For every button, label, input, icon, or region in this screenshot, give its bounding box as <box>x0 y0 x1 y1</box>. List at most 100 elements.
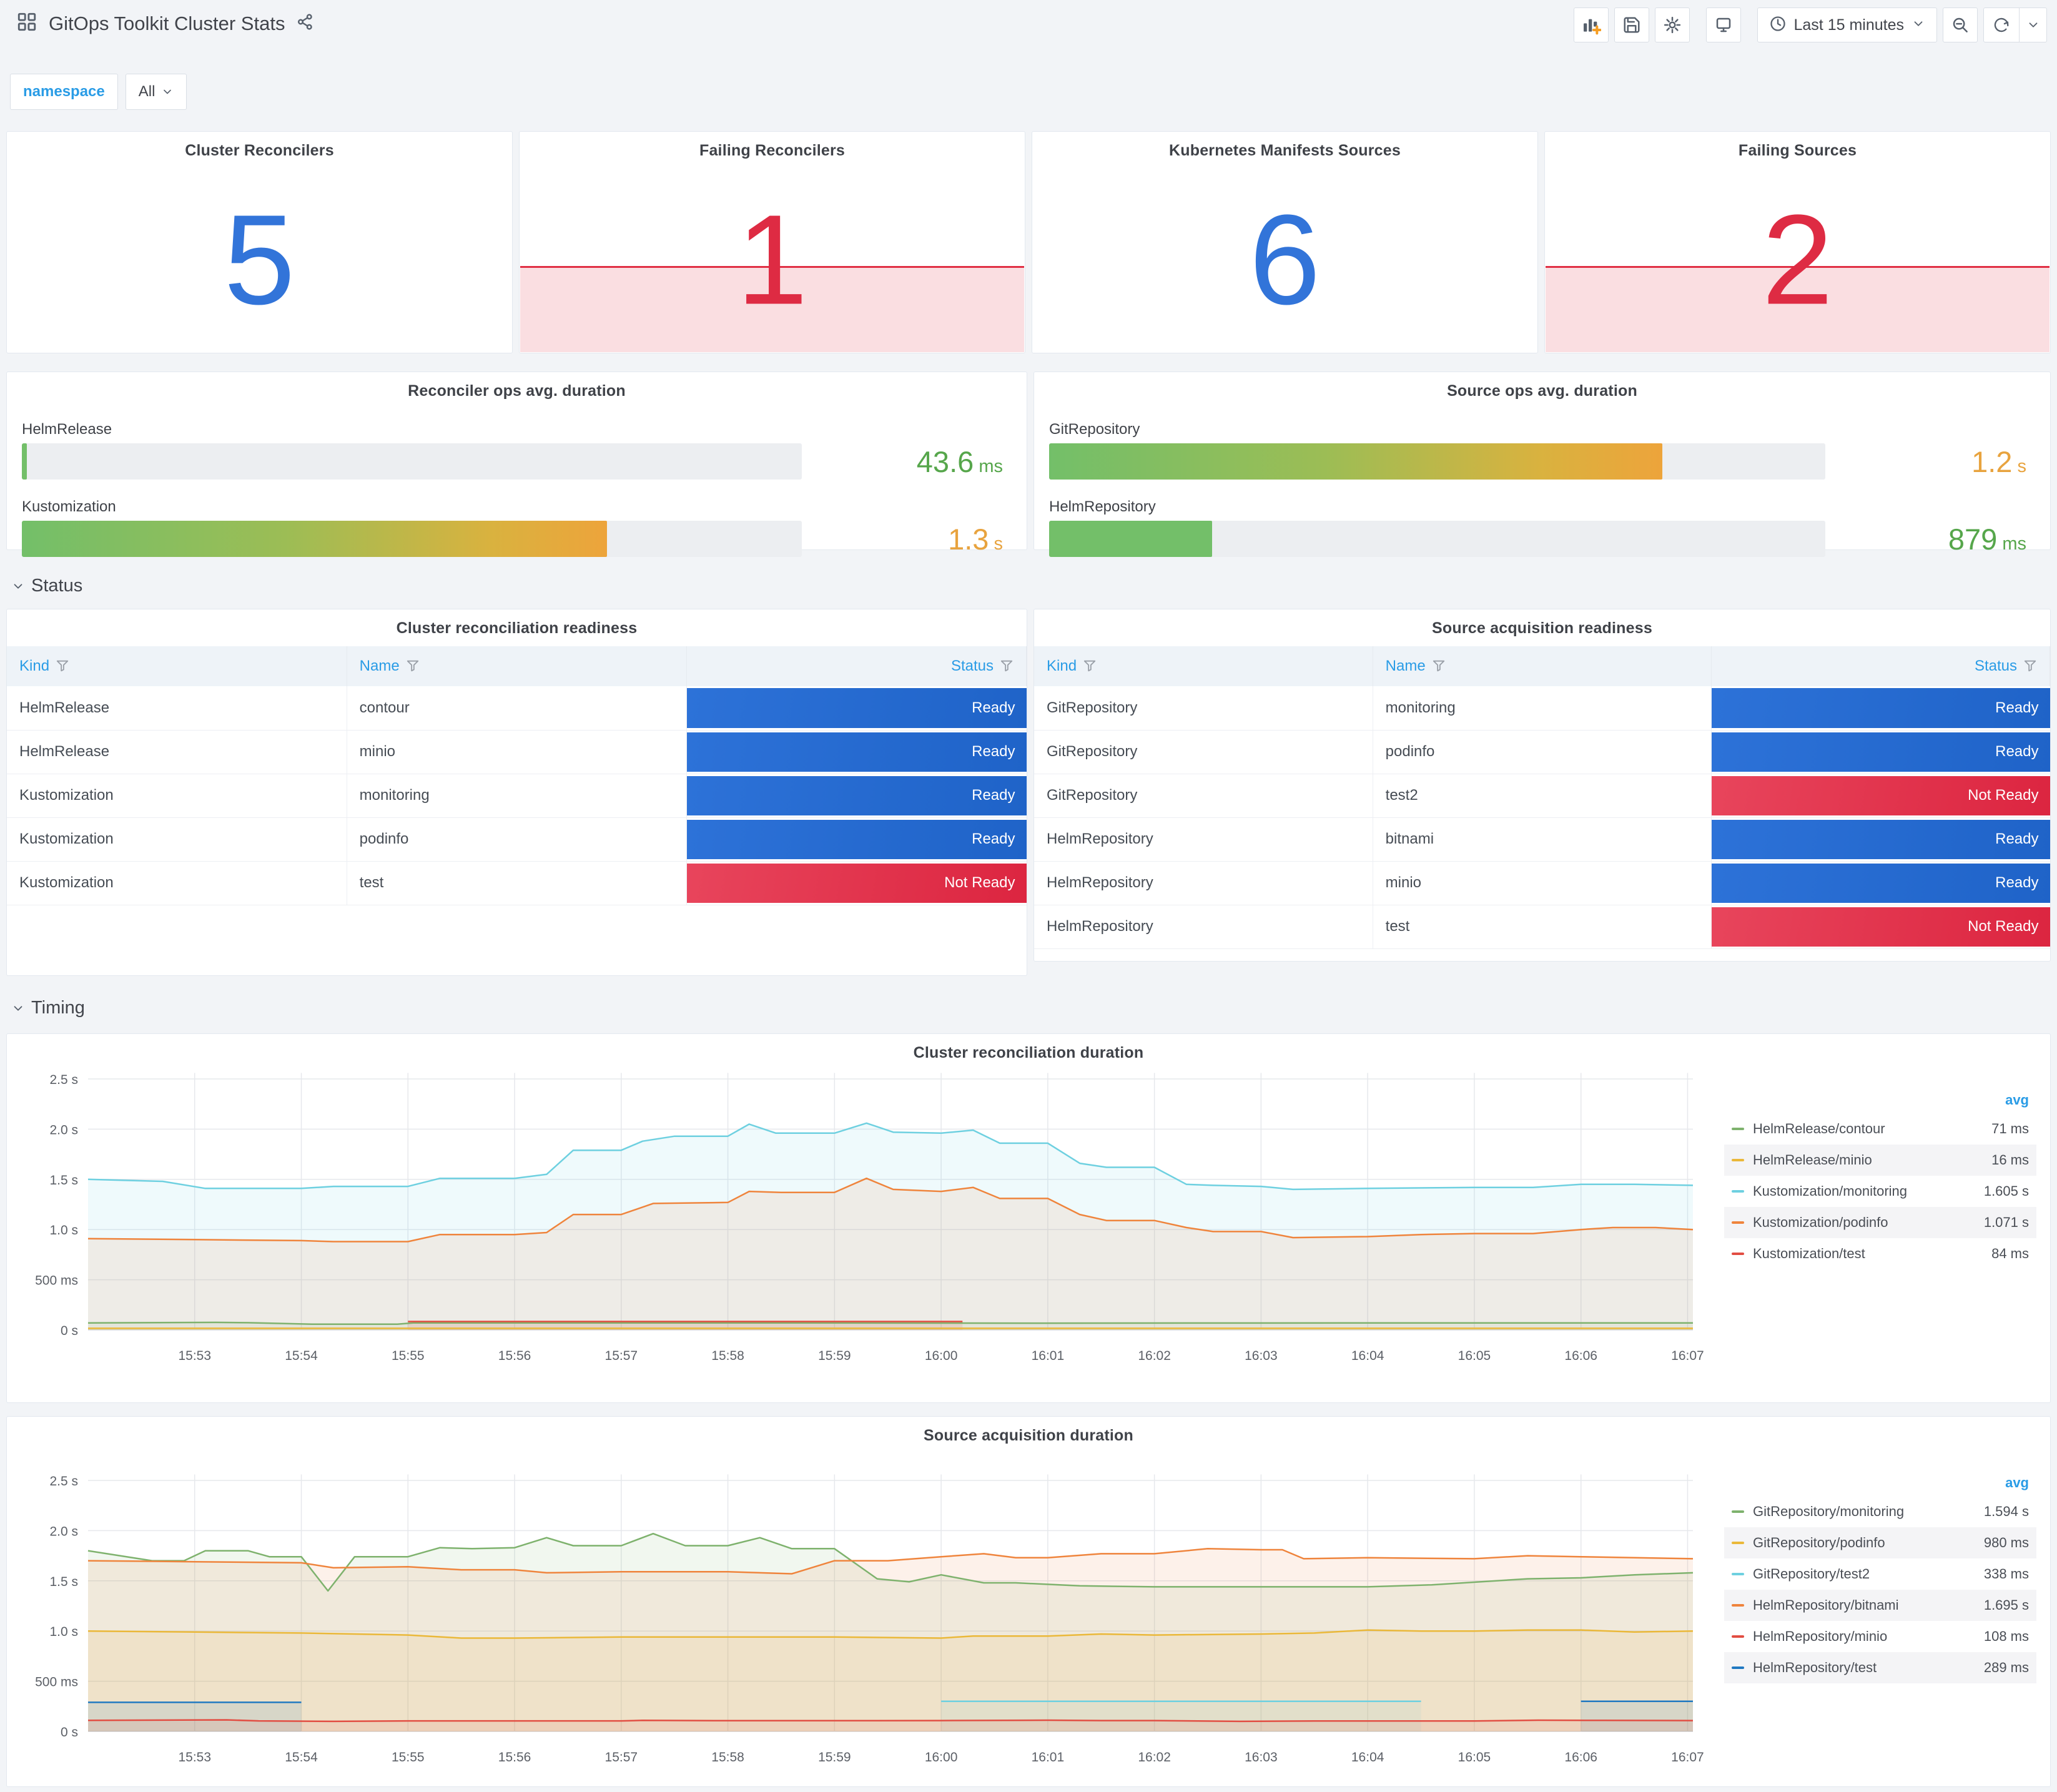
table-cell-status: Ready <box>1711 817 2050 862</box>
svg-text:1.5 s: 1.5 s <box>49 1173 78 1188</box>
table-panel-title: Cluster reconciliation readiness <box>396 619 638 637</box>
dashboard-title: GitOps Toolkit Cluster Stats <box>49 12 285 34</box>
legend-item[interactable]: HelmRepository/minio 108 ms <box>1724 1621 2036 1652</box>
legend-series-swatch <box>1732 1128 1744 1130</box>
share-icon[interactable] <box>296 12 315 34</box>
variable-namespace-label[interactable]: namespace <box>10 74 118 110</box>
table-cell-status: Ready <box>686 817 1027 862</box>
time-range-picker[interactable]: Last 15 minutes <box>1757 7 1937 42</box>
table-cell-kind: HelmRepository <box>1034 861 1373 905</box>
svg-text:16:04: 16:04 <box>1351 1349 1384 1363</box>
table-header-name[interactable]: Name <box>1373 646 1712 686</box>
svg-text:15:59: 15:59 <box>818 1750 851 1765</box>
table-header-kind[interactable]: Kind <box>1034 646 1373 686</box>
table-header-status[interactable]: Status <box>1711 646 2050 686</box>
table-row: Kustomization test Not Ready <box>7 861 1027 905</box>
table-header-name[interactable]: Name <box>347 646 687 686</box>
legend-item[interactable]: HelmRelease/contour 71 ms <box>1724 1113 2036 1145</box>
svg-text:16:05: 16:05 <box>1458 1349 1491 1363</box>
legend-item[interactable]: Kustomization/podinfo 1.071 s <box>1724 1207 2036 1238</box>
add-panel-button[interactable] <box>1573 7 1609 42</box>
table-cell-status: Not Ready <box>686 861 1027 905</box>
gauge-fill <box>1049 521 1213 557</box>
table-header-status[interactable]: Status <box>686 646 1027 686</box>
table-row: HelmRelease minio Ready <box>7 730 1027 774</box>
chart-plot-area[interactable]: 0 s 500 ms 1.0 s 1.5 s 2.0 s 2.5 s 15:53 15:54 1… <box>7 1060 1718 1372</box>
bargauge-panel: Reconciler ops avg. duration HelmRelease 4… <box>6 372 1027 557</box>
legend-series-avg: 1.695 s <box>1983 1597 2029 1613</box>
svg-text:16:07: 16:07 <box>1671 1750 1704 1765</box>
table-cell-kind: HelmRepository <box>1034 905 1373 949</box>
row-toggle-timing[interactable]: Timing <box>11 998 85 1018</box>
table-row: GitRepository monitoring Ready <box>1034 686 2050 731</box>
legend-series-swatch <box>1732 1510 1744 1513</box>
legend-series-avg: 1.605 s <box>1983 1183 2029 1199</box>
row-toggle-status[interactable]: Status <box>11 576 82 596</box>
legend-series-swatch <box>1732 1573 1744 1575</box>
save-dashboard-button[interactable] <box>1614 7 1649 42</box>
table-row: HelmRepository test Not Ready <box>1034 905 2050 949</box>
legend-item[interactable]: Kustomization/test 84 ms <box>1724 1238 2036 1269</box>
bargauge-panel-title: Source ops avg. duration <box>1447 382 1637 400</box>
bargauge-panel-title: Reconciler ops avg. duration <box>408 382 626 400</box>
filter-icon[interactable] <box>400 657 420 674</box>
legend-header-avg[interactable]: avg <box>2005 1092 2029 1108</box>
gauge-label: HelmRelease <box>22 421 112 438</box>
legend-series-name: HelmRelease/contour <box>1753 1121 1885 1136</box>
svg-text:15:53: 15:53 <box>178 1349 211 1363</box>
legend-series-swatch <box>1732 1635 1744 1638</box>
svg-text:16:03: 16:03 <box>1245 1750 1278 1765</box>
cycle-view-button[interactable] <box>1705 7 1741 42</box>
gauge-row: GitRepository 1.2 s <box>1049 421 2035 480</box>
refresh-interval-dropdown[interactable] <box>2019 8 2046 42</box>
gauge-fill <box>22 443 27 480</box>
refresh-button[interactable] <box>1984 8 2019 42</box>
table-row: HelmRelease contour Ready <box>7 686 1027 731</box>
legend-series-avg: 108 ms <box>1983 1628 2029 1644</box>
legend-item[interactable]: GitRepository/podinfo 980 ms <box>1724 1527 2036 1558</box>
filter-icon[interactable] <box>994 657 1014 674</box>
legend-series-name: HelmRepository/test <box>1753 1660 1877 1675</box>
table-cell-kind: GitRepository <box>1034 774 1373 818</box>
chart-plot-area[interactable]: 0 s 500 ms 1.0 s 1.5 s 2.0 s 2.5 s 15:53 15:54 1… <box>7 1462 1718 1774</box>
legend-series-avg: 1.594 s <box>1983 1504 2029 1519</box>
legend-item[interactable]: HelmRepository/test 289 ms <box>1724 1652 2036 1683</box>
dashboard-settings-button[interactable] <box>1654 7 1690 42</box>
table-header-kind[interactable]: Kind <box>7 646 347 686</box>
legend-item[interactable]: HelmRelease/minio 16 ms <box>1724 1145 2036 1176</box>
svg-text:15:58: 15:58 <box>711 1349 744 1363</box>
gauge-value: 43.6 ms <box>916 445 1003 478</box>
table-cell-status: Ready <box>1711 861 2050 905</box>
stat-panel: Failing Reconcilers 1 <box>519 131 1025 353</box>
svg-text:16:06: 16:06 <box>1564 1750 1597 1765</box>
legend-item[interactable]: GitRepository/test2 338 ms <box>1724 1558 2036 1590</box>
table-row: GitRepository podinfo Ready <box>1034 730 2050 774</box>
table-cell-name: podinfo <box>1373 730 1712 774</box>
stat-value: 5 <box>224 188 295 332</box>
apps-grid-icon[interactable] <box>16 11 37 36</box>
gauge-label: GitRepository <box>1049 421 1140 438</box>
svg-text:0 s: 0 s <box>61 1324 78 1338</box>
chevron-down-icon <box>1911 17 1925 34</box>
status-badge: Ready <box>686 732 1027 772</box>
legend-item[interactable]: Kustomization/monitoring 1.605 s <box>1724 1176 2036 1207</box>
svg-text:16:00: 16:00 <box>925 1349 958 1363</box>
legend-item[interactable]: GitRepository/monitoring 1.594 s <box>1724 1496 2036 1527</box>
svg-text:15:53: 15:53 <box>178 1750 211 1765</box>
zoom-out-button[interactable] <box>1943 7 1978 42</box>
status-badge: Not Ready <box>1711 907 2050 947</box>
chart-legend: avg GitRepository/monitoring 1.594 s GitRep… <box>1724 1470 2036 1683</box>
svg-text:15:59: 15:59 <box>818 1349 851 1363</box>
filter-icon[interactable] <box>1426 657 1446 674</box>
variable-namespace-value-dropdown[interactable]: All <box>125 74 187 110</box>
legend-series-avg: 289 ms <box>1983 1660 2029 1675</box>
filter-icon[interactable] <box>2017 657 2037 674</box>
table-row: Kustomization monitoring Ready <box>7 774 1027 818</box>
filter-icon[interactable] <box>49 657 69 674</box>
filter-icon[interactable] <box>1077 657 1097 674</box>
legend-series-name: HelmRepository/minio <box>1753 1628 1888 1644</box>
table-cell-name: monitoring <box>347 774 687 818</box>
svg-text:16:03: 16:03 <box>1245 1349 1278 1363</box>
legend-header-avg[interactable]: avg <box>2005 1475 2029 1490</box>
legend-item[interactable]: HelmRepository/bitnami 1.695 s <box>1724 1590 2036 1621</box>
